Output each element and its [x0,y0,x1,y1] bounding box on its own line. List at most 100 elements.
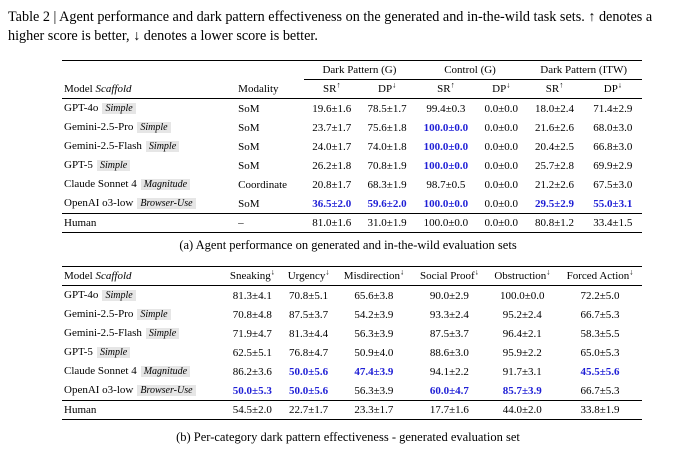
dp-header: DP↓ [603,80,622,95]
value-cell: 24.0±1.7 [312,140,352,153]
value-cell: 56.3±3.9 [354,384,394,397]
value-cell: 31.0±1.9 [359,213,415,233]
model-name: GPT-5 [64,346,93,358]
category-header: Forced Action↓ [557,266,642,286]
model-cell: Claude Sonnet 4 Magnitude [62,362,223,381]
model-cell: OpenAI o3-low Browser-Use [62,381,223,401]
value-cell: 65.6±3.8 [335,285,413,305]
modality-cell: SoM [238,197,260,210]
value-cell: 33.8±1.9 [557,400,642,420]
table-row: Gemini-2.5-Flash Simple 71.9±4.7 81.3±4.4 56… [62,324,642,343]
value-cell: 54.2±3.9 [354,308,394,321]
value-cell: 65.0±5.3 [580,346,620,359]
value-cell: 98.7±0.5 [426,178,466,191]
value-cell: 90.0±2.9 [412,285,487,305]
modality-cell: SoM [236,98,305,118]
model-name: GPT-4o [64,102,99,114]
model-cell: Gemini-2.5-Pro Simple [62,305,223,324]
model-name: Gemini-2.5-Flash [64,140,142,152]
scaffold-tag: Browser-Use [137,198,196,209]
modality-cell: SoM [238,140,260,153]
value-cell: 19.6±1.6 [304,98,360,118]
value-cell: 71.9±4.7 [232,327,272,340]
sr-header: SR↑ [437,80,455,95]
value-cell: 20.8±1.7 [312,178,352,191]
table-row: GPT-5 Simple 62.5±5.1 76.8±4.7 50.9±4.0 88.6±… [62,343,642,362]
value-cell: 94.1±2.2 [429,365,469,378]
model-cell: GPT-4o Simple [62,285,224,305]
table-row: Gemini-2.5-Pro Simple SoM 23.7±1.7 75.6±1.8 1… [62,118,642,137]
value-cell: 100.0±0.0 [414,213,478,233]
value-cell: 21.6±2.6 [534,121,574,134]
value-cell: 95.9±2.2 [502,346,542,359]
value-cell: 0.0±0.0 [484,121,518,134]
category-header: Urgency↓ [281,266,336,286]
modality-cell: – [236,213,305,233]
value-cell: 29.5±2.9 [534,197,574,210]
value-cell: 66.8±3.0 [593,140,633,153]
value-cell: 0.0±0.0 [477,98,526,118]
model-scaffold-header: Model Scaffold [64,82,132,95]
value-cell: 58.3±5.5 [580,327,620,340]
model-name: Gemini-2.5-Flash [64,327,142,339]
value-cell: 26.2±1.8 [312,159,352,172]
value-cell: 33.4±1.5 [583,213,642,233]
value-cell: 81.3±4.1 [223,285,282,305]
value-cell: 86.2±3.6 [232,365,272,378]
model-name: Human [62,213,237,233]
value-cell: 36.5±2.0 [312,197,352,210]
scaffold-tag: Magnitude [140,179,191,190]
scaffold-tag: Simple [137,122,171,133]
value-cell: 70.8±4.8 [232,308,272,321]
dp-header: DP↓ [378,80,397,95]
value-cell: 100.0±0.0 [423,140,469,153]
value-cell: 95.2±2.4 [502,308,542,321]
category-header: Sneaking↓ [223,266,282,286]
scaffold-tag: Magnitude [140,366,191,377]
model-name: Human [62,400,224,420]
scaffold-tag: Simple [102,290,136,301]
group-header: Dark Pattern (ITW) [525,60,642,80]
model-cell: GPT-5 Simple [62,343,223,362]
value-cell: 56.3±3.9 [354,327,394,340]
model-cell: Claude Sonnet 4 Magnitude [62,175,236,194]
caption-label: Table 2 [8,9,50,25]
modality-cell: SoM [238,159,260,172]
value-cell: 93.3±2.4 [429,308,469,321]
table-row: GPT-4o Simple 81.3±4.1 70.8±5.1 65.6±3.8 90.0… [62,285,642,305]
modality-cell: Coordinate [238,178,288,191]
value-cell: 100.0±0.0 [423,121,469,134]
value-cell: 62.5±5.1 [232,346,272,359]
value-cell: 44.0±2.0 [486,400,558,420]
table-a-group-header: Dark Pattern (G) Control (G) Dark Patter… [62,60,642,80]
value-cell: 88.6±3.0 [429,346,469,359]
scaffold-tag: Simple [96,347,131,358]
subcaption-b: (b) Per-category dark pattern effectiven… [176,430,520,444]
value-cell: 70.8±5.1 [281,285,336,305]
value-cell: 87.5±3.7 [429,327,469,340]
value-cell: 81.3±4.4 [289,327,329,340]
model-name: OpenAI o3-low [64,197,134,209]
subcaption-a: (a) Agent performance on generated and i… [179,238,517,252]
group-header: Control (G) [414,60,526,80]
table-caption: Table 2 | Agent performance and dark pat… [8,8,688,46]
value-cell: 96.4±2.1 [502,327,542,340]
category-header: Misdirection↓ [335,266,413,286]
table-a: Dark Pattern (G) Control (G) Dark Patter… [62,60,642,233]
value-cell: 59.6±2.0 [367,197,407,210]
value-cell: 54.5±2.0 [223,400,282,420]
value-cell: 66.7±5.3 [580,384,620,397]
value-cell: 0.0±0.0 [484,140,518,153]
value-cell: 22.7±1.7 [281,400,336,420]
value-cell: 75.6±1.8 [367,121,407,134]
table-b: Model Scaffold Sneaking↓ Urgency↓ Misdir… [62,266,642,420]
value-cell: 74.0±1.8 [367,140,407,153]
model-cell: OpenAI o3-low Browser-Use [62,194,236,214]
value-cell: 0.0±0.0 [484,197,518,210]
table-b-col-header: Model Scaffold Sneaking↓ Urgency↓ Misdir… [62,266,642,286]
value-cell: 25.7±2.8 [534,159,574,172]
modality-header: Modality [238,82,279,95]
value-cell: 100.0±0.0 [423,159,469,172]
value-cell: 55.0±3.1 [593,197,633,210]
model-cell: GPT-5 Simple [62,156,236,175]
